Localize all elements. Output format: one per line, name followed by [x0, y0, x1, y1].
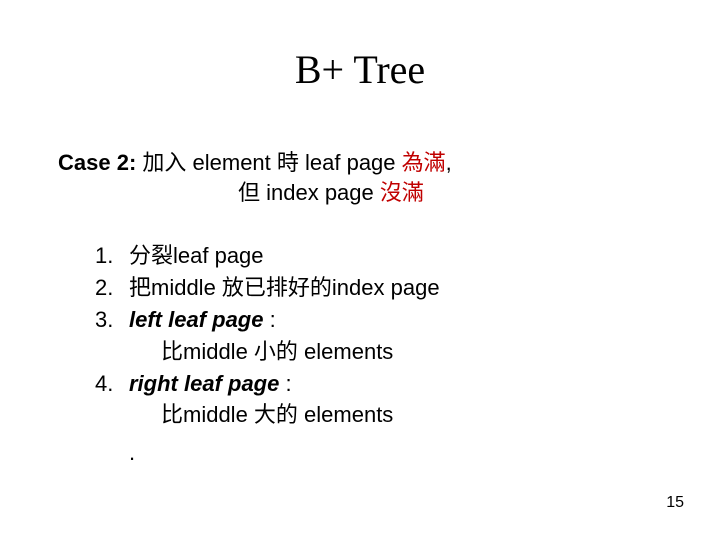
list-number: 3.	[95, 304, 129, 336]
case-line1-a: 加入 element 時 leaf page	[136, 150, 401, 175]
case-line-2: 但 index page 沒滿	[58, 178, 658, 208]
list-text: 分裂leaf page	[129, 240, 655, 272]
case-line1-accent: 為滿	[402, 150, 446, 175]
list-number: 1.	[95, 240, 129, 272]
list-heading-colon: :	[263, 307, 275, 332]
trailing-dot: .	[95, 437, 655, 469]
list-item: 2. 把middle 放已排好的index page	[95, 272, 655, 304]
list-heading: left leaf page :	[129, 304, 655, 336]
list-heading-text: left leaf page	[129, 307, 263, 332]
list-heading: right leaf page :	[129, 368, 655, 400]
case-line-1: Case 2: 加入 element 時 leaf page 為滿,	[58, 148, 658, 178]
case-line2-a: 但 index page	[238, 180, 380, 205]
list-heading-text: right leaf page	[129, 371, 279, 396]
case-description: Case 2: 加入 element 時 leaf page 為滿, 但 ind…	[58, 148, 658, 207]
case-line2-accent: 沒滿	[380, 180, 424, 205]
slide-title: B+ Tree	[0, 46, 720, 93]
list-item: 3. left leaf page :	[95, 304, 655, 336]
case-label: Case 2:	[58, 150, 136, 175]
case-line1-comma: ,	[446, 150, 452, 175]
list-subtext: 比middle 小的 elements	[95, 336, 655, 368]
page-number: 15	[666, 494, 684, 512]
list-number: 4.	[95, 368, 129, 400]
list-item: 1. 分裂leaf page	[95, 240, 655, 272]
list-subtext: 比middle 大的 elements	[95, 399, 655, 431]
slide: B+ Tree Case 2: 加入 element 時 leaf page 為…	[0, 0, 720, 540]
list-heading-colon: :	[279, 371, 291, 396]
list-item: 4. right leaf page :	[95, 368, 655, 400]
list-number: 2.	[95, 272, 129, 304]
list-text: 把middle 放已排好的index page	[129, 272, 655, 304]
steps-list: 1. 分裂leaf page 2. 把middle 放已排好的index pag…	[95, 240, 655, 469]
